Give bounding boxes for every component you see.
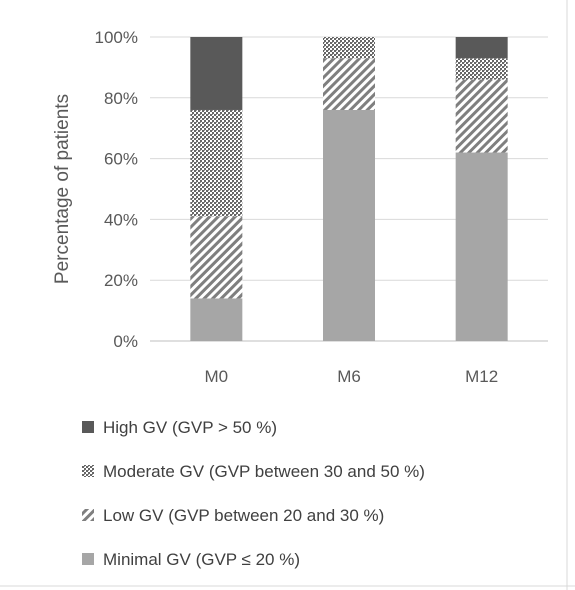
legend-swatch: [82, 509, 94, 521]
bar-segment: [323, 109, 375, 342]
y-tick-label: 40%: [104, 210, 138, 229]
y-tick-label: 60%: [104, 150, 138, 169]
legend-label: High GV (GVP > 50 %): [103, 418, 277, 437]
bar-segment: [323, 37, 375, 59]
bar-segment: [455, 79, 508, 153]
y-tick-labels: 0% 20% 40% 60% 80% 100%: [95, 28, 138, 351]
bar-segment: [190, 216, 243, 299]
legend-swatch: [82, 421, 94, 433]
bar-segment: [190, 37, 243, 110]
bar-segment: [455, 37, 508, 59]
x-tick-label: M6: [337, 367, 361, 386]
legend-label: Minimal GV (GVP ≤ 20 %): [103, 550, 300, 569]
y-tick-label: 20%: [104, 271, 138, 290]
y-axis-title: Percentage of patients: [52, 94, 73, 284]
legend-label: Low GV (GVP between 20 and 30 %): [103, 506, 384, 525]
x-tick-labels: M0 M6 M12: [205, 367, 499, 386]
legend: High GV (GVP > 50 %) Moderate GV (GVP bet…: [82, 418, 425, 569]
legend-label: Moderate GV (GVP between 30 and 50 %): [103, 462, 425, 481]
bar-segment: [323, 58, 375, 110]
bar-segment: [455, 58, 508, 80]
legend-swatch: [82, 465, 94, 477]
bar-segment: [190, 109, 243, 217]
bar-segment: [190, 298, 243, 341]
bars: [190, 37, 508, 342]
x-tick-label: M0: [205, 367, 229, 386]
x-tick-label: M12: [465, 367, 498, 386]
y-tick-label: 0%: [113, 332, 138, 351]
bar-segment: [455, 152, 508, 341]
legend-swatch: [82, 553, 94, 565]
y-tick-label: 100%: [95, 28, 138, 47]
y-tick-label: 80%: [104, 89, 138, 108]
